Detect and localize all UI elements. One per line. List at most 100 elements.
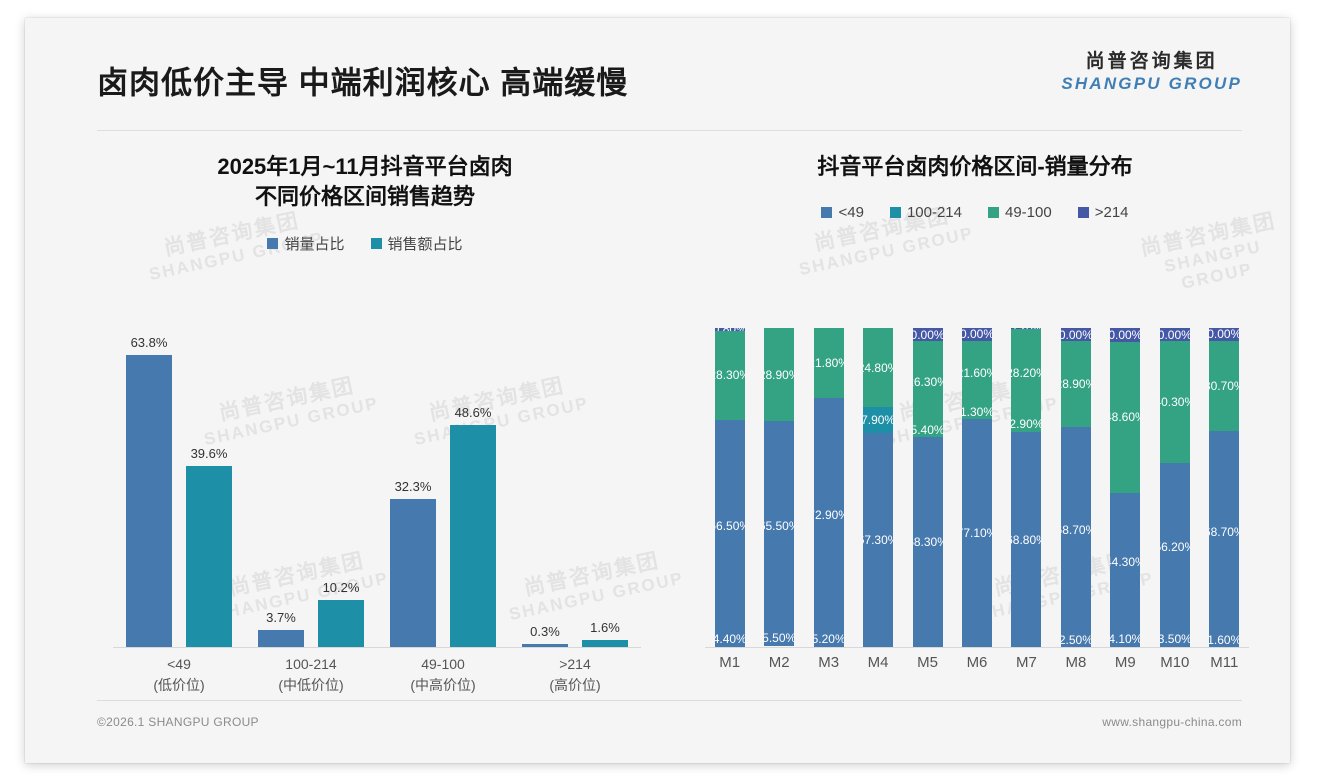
stacked-segment[interactable]: 0.00% bbox=[961, 328, 992, 341]
stacked-bar[interactable]: 0.10%28.90%65.50%5.50% bbox=[764, 328, 795, 647]
stacked-segment[interactable]: 48.60% bbox=[1110, 341, 1141, 494]
bar[interactable] bbox=[582, 639, 628, 647]
bar[interactable] bbox=[522, 644, 568, 647]
x-axis-label: >214 (高价位) bbox=[509, 654, 641, 696]
legend-item-0[interactable]: 销量占比 bbox=[267, 233, 345, 254]
stacked-segment[interactable]: 21.60% bbox=[961, 340, 992, 405]
stacked-segment[interactable]: 0.00% bbox=[1209, 328, 1240, 341]
stacked-segment[interactable]: 0.00% bbox=[1060, 328, 1091, 342]
stacked-segment[interactable]: 0.00% bbox=[1159, 328, 1190, 342]
left-chart-legend: 销量占比 销售额占比 bbox=[65, 233, 665, 254]
stacked-bar-column: 0.80%28.30%66.50%4.40% bbox=[705, 328, 754, 647]
stacked-segment[interactable]: 26.30% bbox=[912, 341, 943, 423]
x-axis-label: M11 bbox=[1210, 654, 1239, 671]
stacked-segment[interactable]: 7.90% bbox=[863, 407, 894, 433]
legend-swatch-icon bbox=[267, 238, 279, 250]
legend-label: 销售额占比 bbox=[387, 236, 463, 254]
bar-group: 32.3% 48.6% bbox=[377, 328, 509, 647]
stacked-segment-secondary-label: 2.50% bbox=[1060, 632, 1091, 647]
bar[interactable] bbox=[126, 355, 172, 647]
stacked-segment[interactable]: 28.90% bbox=[1060, 341, 1091, 428]
right-chart-title: 抖音平台卤肉价格区间-销量分布 bbox=[675, 152, 1275, 182]
stacked-segment[interactable]: 77.10% bbox=[961, 419, 992, 647]
left-chart-x-axis bbox=[113, 647, 641, 648]
stacked-segment[interactable]: 68.30% bbox=[912, 437, 943, 647]
stacked-segment[interactable]: 68.70% bbox=[1060, 427, 1091, 633]
stacked-segment[interactable]: 0.00% bbox=[1110, 328, 1141, 342]
stacked-segment[interactable]: 0.80% bbox=[714, 328, 745, 331]
footer-copyright: ©2026.1 SHANGPU GROUP bbox=[97, 715, 259, 729]
bar[interactable] bbox=[186, 465, 232, 647]
stacked-segment[interactable]: 44.30% bbox=[1110, 493, 1141, 632]
footer-divider bbox=[97, 700, 1242, 701]
x-axis-label: 49-100 (中高价位) bbox=[377, 654, 509, 696]
stacked-segment[interactable]: 28.30% bbox=[714, 330, 745, 421]
legend-swatch-icon bbox=[1077, 206, 1089, 218]
stacked-bar-column: 0.20%28.20%2.90%68.80% bbox=[1002, 328, 1051, 647]
legend-swatch-icon bbox=[988, 206, 999, 218]
legend-item-0[interactable]: <49 bbox=[821, 204, 864, 221]
stacked-segment[interactable]: 21.80% bbox=[813, 328, 844, 398]
legend-label: 销量占比 bbox=[284, 236, 345, 254]
stacked-bar[interactable]: 0.00%40.30%56.20%3.50% bbox=[1159, 328, 1190, 647]
stacked-bar[interactable]: 0.00%21.60%1.30%77.10% bbox=[961, 328, 992, 647]
bar-wrapper: 10.2% bbox=[318, 328, 364, 647]
bar-value-label: 0.3% bbox=[530, 624, 560, 639]
stacked-bar[interactable]: 0.10%24.80%7.90%67.30% bbox=[863, 328, 894, 647]
stacked-segment[interactable]: 68.70% bbox=[1209, 430, 1240, 633]
stacked-bar[interactable]: 0.00%26.30%5.40%68.30% bbox=[912, 328, 943, 647]
stacked-segment[interactable]: 40.30% bbox=[1159, 341, 1190, 463]
stacked-segment[interactable]: 66.50% bbox=[714, 420, 745, 632]
x-axis-label: M3 bbox=[818, 654, 840, 671]
bar-value-label: 48.6% bbox=[454, 404, 492, 420]
legend-item-1[interactable]: 销售额占比 bbox=[370, 233, 463, 254]
legend-label: >214 bbox=[1094, 203, 1129, 221]
stacked-segment[interactable]: 30.70% bbox=[1209, 340, 1240, 431]
stacked-segment[interactable]: 0.20% bbox=[1011, 328, 1042, 329]
legend-label: 100-214 bbox=[906, 203, 962, 221]
stacked-bar[interactable]: 0.00%28.90%68.70%2.50% bbox=[1060, 328, 1091, 647]
stacked-segment[interactable]: 0.00% bbox=[912, 328, 943, 342]
bar-wrapper: 63.8% bbox=[126, 328, 172, 647]
bar-group: 3.7% 10.2% bbox=[245, 328, 377, 647]
stacked-segment-secondary-label: 4.40% bbox=[714, 631, 745, 647]
stacked-segment[interactable]: 24.80% bbox=[863, 328, 894, 408]
stacked-segment[interactable]: 72.90% bbox=[813, 397, 844, 632]
x-axis-label: M8 bbox=[1065, 654, 1087, 671]
legend-item-1[interactable]: 100-214 bbox=[889, 203, 962, 221]
x-axis-label: M5 bbox=[917, 654, 938, 671]
stacked-bar-column: 0.10%21.80%72.90%5.20% bbox=[804, 328, 853, 647]
stacked-bar[interactable]: 0.20%28.20%2.90%68.80% bbox=[1011, 328, 1042, 647]
x-axis-label-sub: (中低价位) bbox=[278, 677, 344, 693]
bar[interactable] bbox=[258, 630, 304, 647]
bar[interactable] bbox=[318, 600, 364, 647]
legend-item-3[interactable]: >214 bbox=[1077, 203, 1129, 221]
legend-item-2[interactable]: 49-100 bbox=[988, 204, 1052, 221]
x-axis-label: 100-214 (中低价位) bbox=[245, 654, 377, 696]
stacked-bar-column: 0.10%24.80%7.90%67.30% bbox=[853, 328, 902, 647]
bar-group: 0.3% 1.6% bbox=[509, 328, 641, 647]
stacked-segment-secondary-label: 1.60% bbox=[1209, 632, 1240, 647]
left-chart-plot-area: 63.8% 39.6% 3.7% 10.2% 32.3% 48.6% 0.3% 1.6% bbox=[113, 328, 641, 648]
stacked-segment[interactable]: 28.20% bbox=[1011, 328, 1042, 417]
x-axis-label: M10 bbox=[1160, 654, 1190, 671]
x-axis-label: M9 bbox=[1114, 654, 1136, 671]
stacked-bar[interactable]: 0.00%30.70%68.70%1.60% bbox=[1209, 328, 1240, 647]
stacked-segment[interactable]: 56.20% bbox=[1159, 462, 1190, 632]
stacked-segment[interactable]: 67.30% bbox=[863, 432, 894, 647]
stacked-bar[interactable]: 0.00%48.60%44.30%4.10% bbox=[1110, 328, 1141, 647]
right-chart-legend: <49 100-214 49-100 >214 bbox=[675, 204, 1275, 221]
chart-panel-volume-distribution: 抖音平台卤肉价格区间-销量分布 <49 100-214 49-100 >214 0.8… bbox=[675, 138, 1275, 698]
bar[interactable] bbox=[390, 499, 436, 647]
bar[interactable] bbox=[450, 424, 496, 647]
stacked-segment[interactable]: 65.50% bbox=[764, 420, 795, 631]
bar-value-label: 39.6% bbox=[190, 445, 228, 461]
x-axis-label-main: 49-100 bbox=[421, 656, 465, 672]
left-chart-title-line1: 2025年1月~11月抖音平台卤肉 bbox=[217, 154, 513, 179]
stacked-segment[interactable]: 28.90% bbox=[764, 328, 795, 421]
stacked-bar-column: 0.00%48.60%44.30%4.10% bbox=[1101, 328, 1150, 647]
stacked-segment[interactable]: 68.80% bbox=[1011, 432, 1042, 647]
x-axis-label: <49 (低价位) bbox=[113, 654, 245, 696]
stacked-bar[interactable]: 0.80%28.30%66.50%4.40% bbox=[714, 328, 745, 647]
stacked-bar[interactable]: 0.10%21.80%72.90%5.20% bbox=[813, 328, 844, 647]
